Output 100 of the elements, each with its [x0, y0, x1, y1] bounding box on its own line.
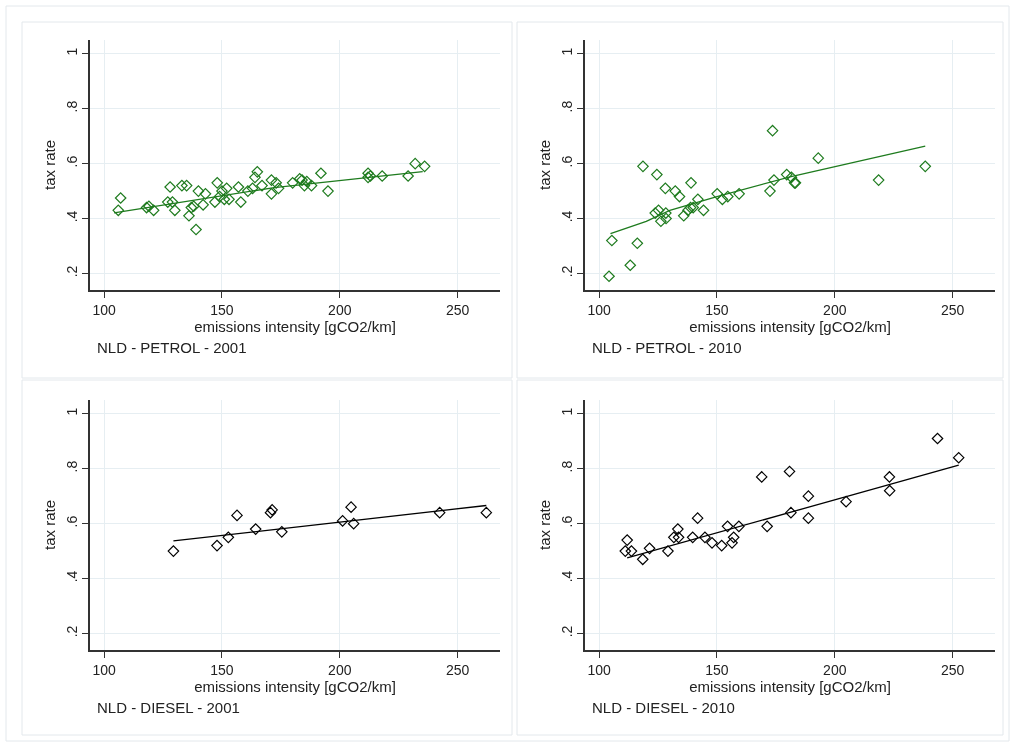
- point: [655, 215, 667, 228]
- y-tick-label: .4: [63, 570, 80, 583]
- point: [660, 207, 672, 219]
- y-tick-label: .4: [63, 210, 80, 223]
- point: [480, 506, 493, 519]
- point: [265, 188, 278, 200]
- x-tick-label: 100: [587, 301, 612, 318]
- point: [418, 160, 431, 173]
- y-tick-label: .6: [63, 515, 80, 528]
- x-tick-label: 150: [210, 661, 234, 678]
- point: [780, 168, 793, 181]
- x-tick-label: 250: [940, 661, 965, 678]
- point: [716, 193, 729, 206]
- x-tick-label: 250: [445, 661, 470, 678]
- point: [766, 124, 779, 137]
- point: [305, 179, 318, 192]
- x-tick-label: 100: [92, 661, 117, 678]
- point: [161, 196, 174, 208]
- point: [409, 157, 421, 170]
- point: [919, 160, 932, 173]
- y-tick-label: 1: [63, 407, 80, 416]
- point: [114, 192, 127, 204]
- y-axis-title: tax rate: [41, 139, 59, 191]
- point: [619, 545, 632, 557]
- x-tick-label: 200: [823, 661, 847, 678]
- point: [660, 212, 672, 225]
- y-tick-label: .2: [558, 625, 575, 638]
- text: NLD - DIESEL - 2010: [592, 699, 735, 716]
- point: [699, 531, 711, 544]
- x-tick-label: 200: [823, 301, 847, 318]
- point: [235, 196, 247, 208]
- y-tick-label: .6: [63, 155, 80, 168]
- point: [211, 177, 224, 189]
- point: [812, 152, 825, 164]
- point: [764, 185, 776, 197]
- x-tick-label: 200: [328, 301, 352, 318]
- y-tick-label: 1: [558, 407, 575, 416]
- point: [621, 534, 633, 546]
- x-axis-title: emissions intensity [gCO2/km]: [194, 677, 396, 695]
- point: [721, 190, 734, 203]
- point: [176, 179, 188, 192]
- point: [298, 179, 311, 192]
- point: [727, 531, 740, 544]
- point: [952, 451, 965, 464]
- x-tick-label: 100: [587, 661, 612, 678]
- y-tick-label: .6: [558, 155, 575, 168]
- y-tick-label: .8: [63, 100, 80, 113]
- point: [643, 542, 656, 555]
- point: [197, 199, 209, 211]
- y-axis-title: tax rate: [536, 499, 554, 551]
- point: [603, 270, 615, 283]
- point: [190, 223, 202, 236]
- point: [802, 490, 815, 502]
- point: [785, 506, 797, 519]
- point: [631, 237, 644, 250]
- x-axis-title: emissions intensity [gCO2/km]: [194, 317, 396, 335]
- point: [164, 181, 176, 193]
- point: [222, 531, 235, 544]
- point: [711, 188, 723, 200]
- point: [249, 171, 261, 184]
- x-tick-label: 250: [445, 301, 470, 318]
- point: [668, 531, 680, 544]
- point: [733, 520, 745, 533]
- point: [232, 181, 245, 193]
- point: [112, 204, 125, 217]
- point: [183, 210, 195, 222]
- y-tick-label: .8: [558, 100, 575, 113]
- point: [624, 259, 637, 272]
- point: [223, 193, 235, 206]
- point: [697, 204, 710, 217]
- point: [402, 170, 414, 182]
- point: [840, 495, 852, 508]
- point: [669, 185, 682, 197]
- point: [636, 553, 649, 566]
- point: [715, 539, 728, 552]
- x-tick-label: 100: [92, 301, 117, 318]
- point: [802, 512, 815, 524]
- point: [637, 160, 649, 173]
- point: [286, 177, 299, 189]
- point: [251, 166, 264, 178]
- point: [721, 520, 734, 533]
- x-axis-title: emissions intensity [gCO2/km]: [689, 317, 891, 335]
- x-tick-label: 200: [328, 661, 352, 678]
- point: [706, 537, 718, 549]
- point: [270, 177, 282, 189]
- point: [686, 531, 699, 544]
- point: [192, 185, 205, 197]
- text: NLD - DIESEL - 2001: [97, 699, 240, 716]
- point: [322, 185, 334, 197]
- point: [733, 188, 745, 200]
- point: [256, 179, 268, 192]
- point: [213, 190, 226, 203]
- y-axis-title: tax rate: [536, 139, 554, 191]
- x-tick-label: 150: [705, 661, 729, 678]
- x-tick-label: 150: [210, 301, 234, 318]
- point: [345, 501, 357, 513]
- text: NLD - PETROL - 2001: [97, 339, 247, 356]
- point: [180, 179, 193, 192]
- y-tick-label: 1: [558, 47, 575, 56]
- y-tick-label: 1: [63, 47, 80, 56]
